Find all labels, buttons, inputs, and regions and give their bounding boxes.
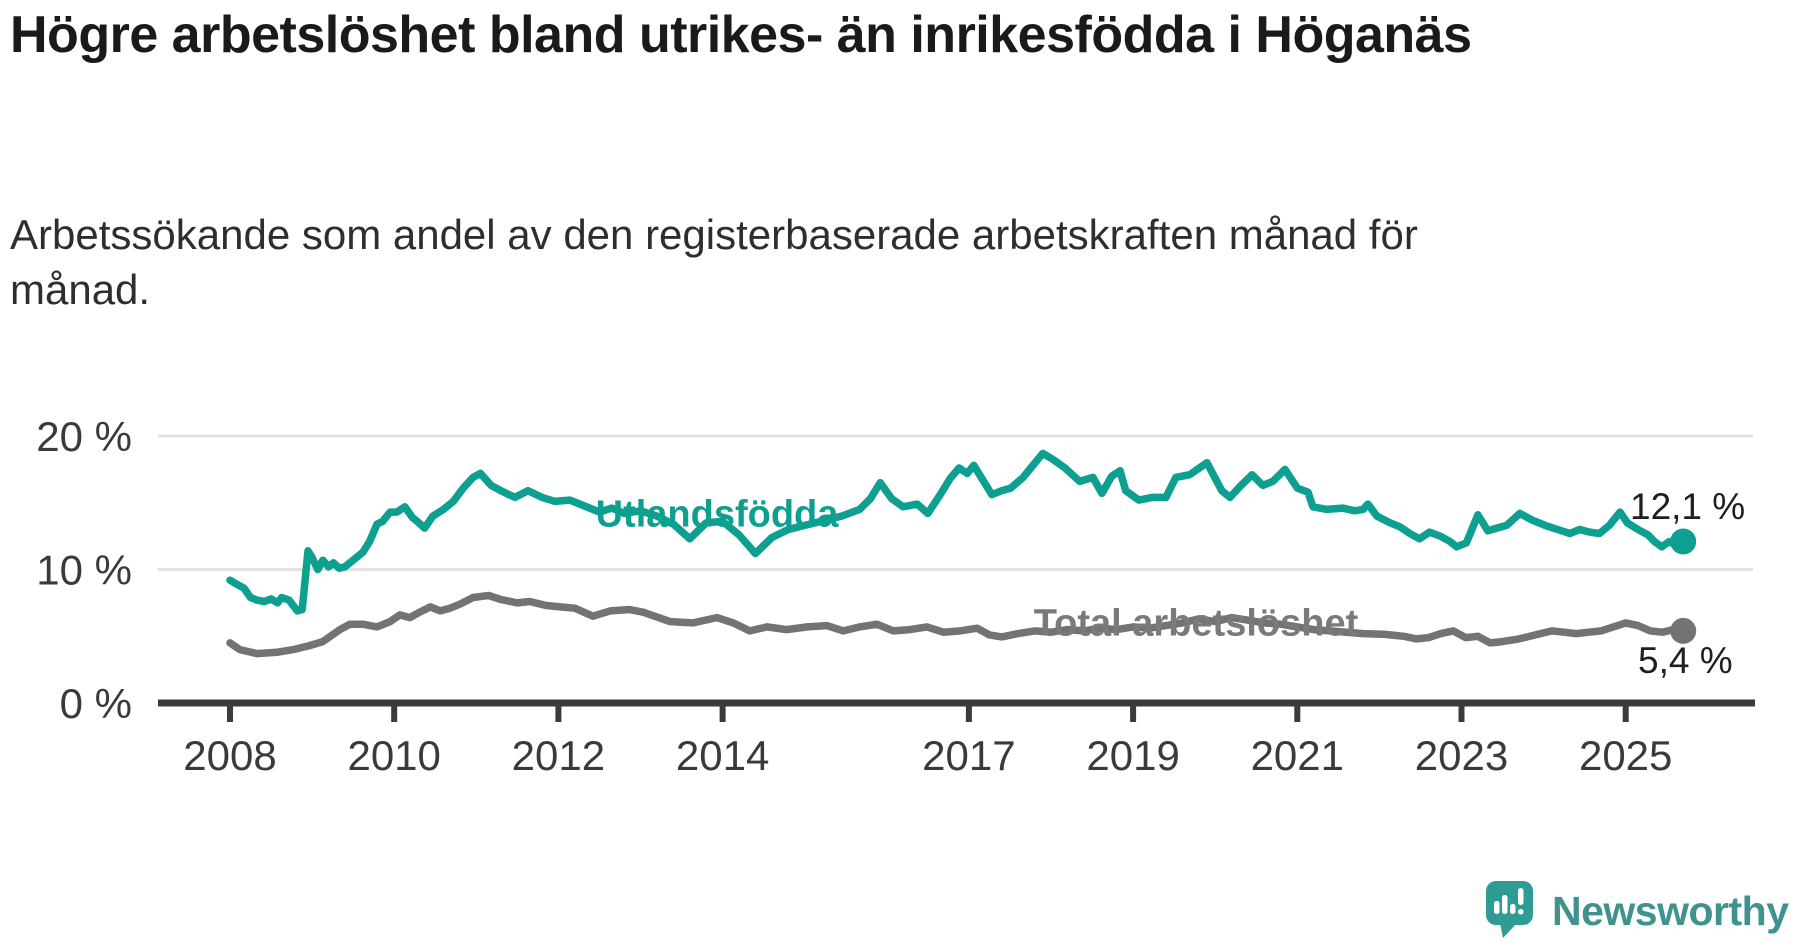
y-tick-label-10: 10 % (36, 547, 132, 594)
newsworthy-logo-icon (1486, 881, 1533, 938)
series-line-1 (226, 591, 1687, 658)
x-tick-label-2017: 2017 (922, 732, 1015, 779)
end-value-total: 5,4 % (1638, 640, 1733, 681)
x-tick-label-2025: 2025 (1579, 732, 1672, 779)
end-value-utlandsfodda: 12,1 % (1630, 486, 1746, 527)
series-line-0 (226, 449, 1687, 615)
y-tick-label-0: 0 % (60, 680, 132, 727)
series-label-total-arbetsloshet: Total arbetslöshet (1033, 602, 1359, 645)
series-label-utlandsfodda: Utlandsfödda (595, 493, 839, 536)
x-tick-label-2019: 2019 (1086, 732, 1179, 779)
x-tick-label-2014: 2014 (676, 732, 769, 779)
y-tick-label-20: 20 % (36, 413, 132, 460)
newsworthy-brand: Newsworthy (1486, 880, 1789, 942)
x-tick-label-2021: 2021 (1251, 732, 1344, 779)
page-subtitle: Arbetssökande som andel av den registerb… (10, 211, 1418, 313)
x-tick-label-2023: 2023 (1415, 732, 1508, 779)
newsworthy-brand-text: Newsworthy (1552, 887, 1789, 934)
x-tick-label-2008: 2008 (183, 732, 276, 779)
x-tick-label-2012: 2012 (512, 732, 605, 779)
x-tick-label-2010: 2010 (347, 732, 440, 779)
series-end-dot-1 (1670, 617, 1697, 644)
page-title: Högre arbetslöshet bland utrikes- än inr… (10, 6, 1472, 64)
series-end-dot-0 (1670, 528, 1697, 555)
